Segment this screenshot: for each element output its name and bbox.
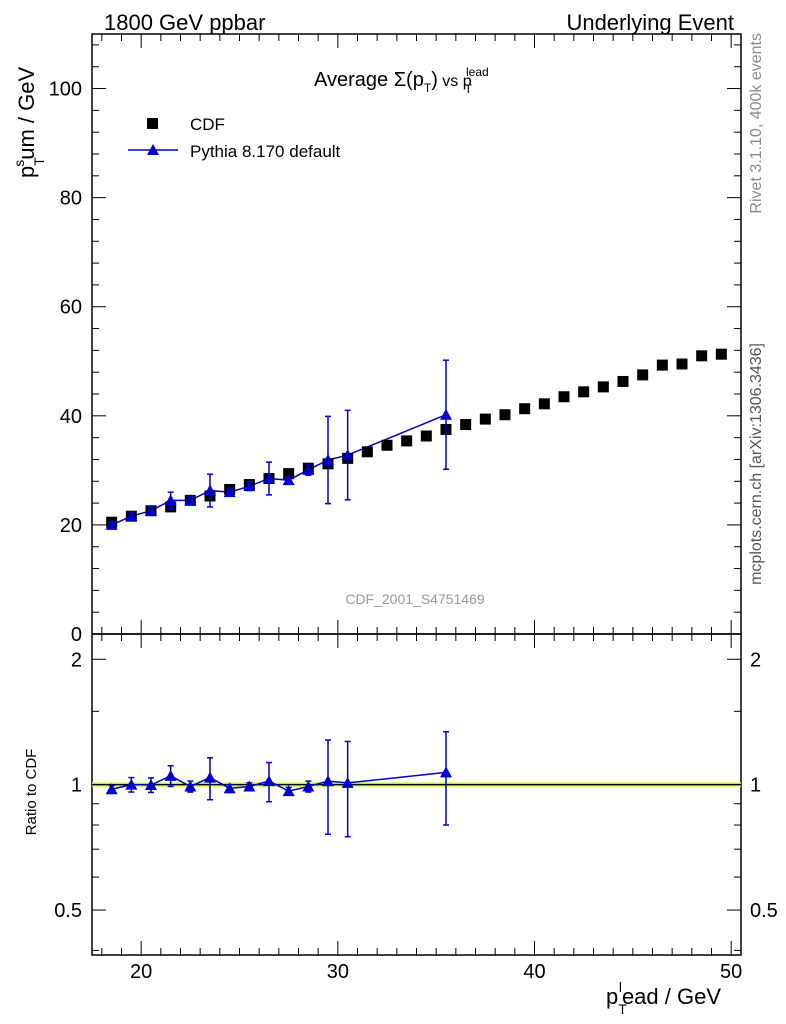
cdf-point xyxy=(460,419,472,431)
cdf-point xyxy=(420,430,432,442)
pythia-point xyxy=(105,518,118,530)
ratio-axis-ticks: 20 30 40 50 0.5 0.5 1 1 2 2 xyxy=(54,634,778,983)
pythia-point xyxy=(263,775,275,787)
pythia-point xyxy=(440,766,452,778)
x-tick-label: 50 xyxy=(720,961,742,983)
cdf-point xyxy=(361,446,373,458)
pythia-point xyxy=(223,782,236,794)
pythia-point xyxy=(184,780,197,792)
pythia-point xyxy=(145,504,157,516)
ratio-frame xyxy=(91,633,742,956)
pythia-point xyxy=(341,776,354,788)
cdf-point xyxy=(637,369,649,381)
pythia-line xyxy=(111,414,447,526)
legend-cdf-label: CDF xyxy=(190,115,225,134)
y-tick-label: 1 xyxy=(71,775,82,797)
cdf-point xyxy=(558,391,570,403)
ratio-pythia-line xyxy=(111,771,447,792)
pythia-point xyxy=(440,408,452,420)
header-right: Underlying Event xyxy=(566,10,734,35)
y-tick-label: 100 xyxy=(49,79,82,101)
y-tick-label-right: 0.5 xyxy=(750,900,778,922)
pythia-point xyxy=(263,472,275,484)
legend-pythia-label: Pythia 8.170 default xyxy=(190,142,341,161)
y-tick-label-right: 2 xyxy=(750,649,761,671)
main-panel: CDF_2001_S4751469 Average Σ(pT) vs pTlea… xyxy=(11,33,742,646)
pythia-point xyxy=(282,785,295,797)
cdf-point xyxy=(381,439,393,451)
legend-pythia-marker xyxy=(147,144,159,155)
cdf-point xyxy=(696,350,708,362)
x-tick-label: 30 xyxy=(327,961,349,983)
x-axis-label-sub: T xyxy=(618,1001,627,1017)
cdf-point xyxy=(715,348,727,360)
pythia-point xyxy=(164,494,177,506)
y-tick-label: 0 xyxy=(71,624,82,646)
y-tick-label: 60 xyxy=(60,297,82,319)
pythia-point xyxy=(145,779,157,791)
cdf-point xyxy=(538,398,550,410)
legend-cdf-marker xyxy=(147,118,158,129)
legend: CDF Pythia 8.170 default xyxy=(128,115,341,161)
pythia-point xyxy=(302,463,315,475)
cdf-point xyxy=(401,435,413,447)
cdf-point xyxy=(676,358,688,370)
x-axis-label: pTlead / GeV xyxy=(606,979,721,1017)
watermark: CDF_2001_S4751469 xyxy=(345,591,485,607)
x-tick-label: 20 xyxy=(130,961,152,983)
main-y-label: pTsum / GeV xyxy=(11,67,47,178)
cdf-point xyxy=(283,468,295,480)
main-axis-ticks: 0 20 40 60 80 100 xyxy=(49,34,741,646)
ratio-y-label: Ratio to CDF xyxy=(23,749,40,836)
y-tick-label: 2 xyxy=(71,649,82,671)
y-tick-label-right: 1 xyxy=(750,775,761,797)
y-tick-label: 20 xyxy=(60,515,82,537)
pythia-point xyxy=(243,480,256,492)
pythia-point xyxy=(184,494,197,506)
cdf-point xyxy=(597,381,609,393)
pythia-point xyxy=(125,778,138,790)
pythia-point xyxy=(164,769,177,781)
y-tick-label: 40 xyxy=(60,406,82,428)
header-left: 1800 GeV ppbar xyxy=(104,10,265,35)
pythia-point xyxy=(341,449,354,461)
cdf-point xyxy=(519,403,531,415)
pythia-point xyxy=(204,771,216,783)
main-data-layer xyxy=(105,348,727,530)
pythia-point xyxy=(223,486,236,498)
cdf-point xyxy=(499,409,511,421)
cdf-point xyxy=(479,413,491,425)
pythia-point xyxy=(105,783,118,795)
chart-title: Average Σ(pT) vs pTlead xyxy=(314,65,489,96)
pythia-point xyxy=(322,454,334,465)
x-tick-label: 40 xyxy=(523,961,545,983)
pythia-point xyxy=(282,474,295,486)
pythia-point xyxy=(243,780,256,792)
pythia-point xyxy=(322,775,334,787)
x-axis-label-sup: l xyxy=(619,979,622,995)
y-tick-label: 0.5 xyxy=(54,900,82,922)
side-rivet-label: Rivet 3.1.10, 400k events xyxy=(748,33,765,214)
x-axis-label-rest: ead / GeV xyxy=(622,984,721,1009)
pythia-point xyxy=(125,510,138,522)
cdf-point xyxy=(617,375,629,387)
side-mcplots-label: mcplots.cern.ch [arXiv:1306.3436] xyxy=(748,343,765,585)
pythia-point xyxy=(204,484,216,496)
ratio-data-layer xyxy=(92,730,741,838)
pythia-point xyxy=(302,780,315,792)
cdf-point xyxy=(578,386,590,398)
y-tick-label: 80 xyxy=(60,188,82,210)
cdf-point xyxy=(656,359,668,371)
ratio-panel: Ratio to CDF 20 30 40 50 0.5 0.5 1 1 2 2 xyxy=(23,633,778,983)
